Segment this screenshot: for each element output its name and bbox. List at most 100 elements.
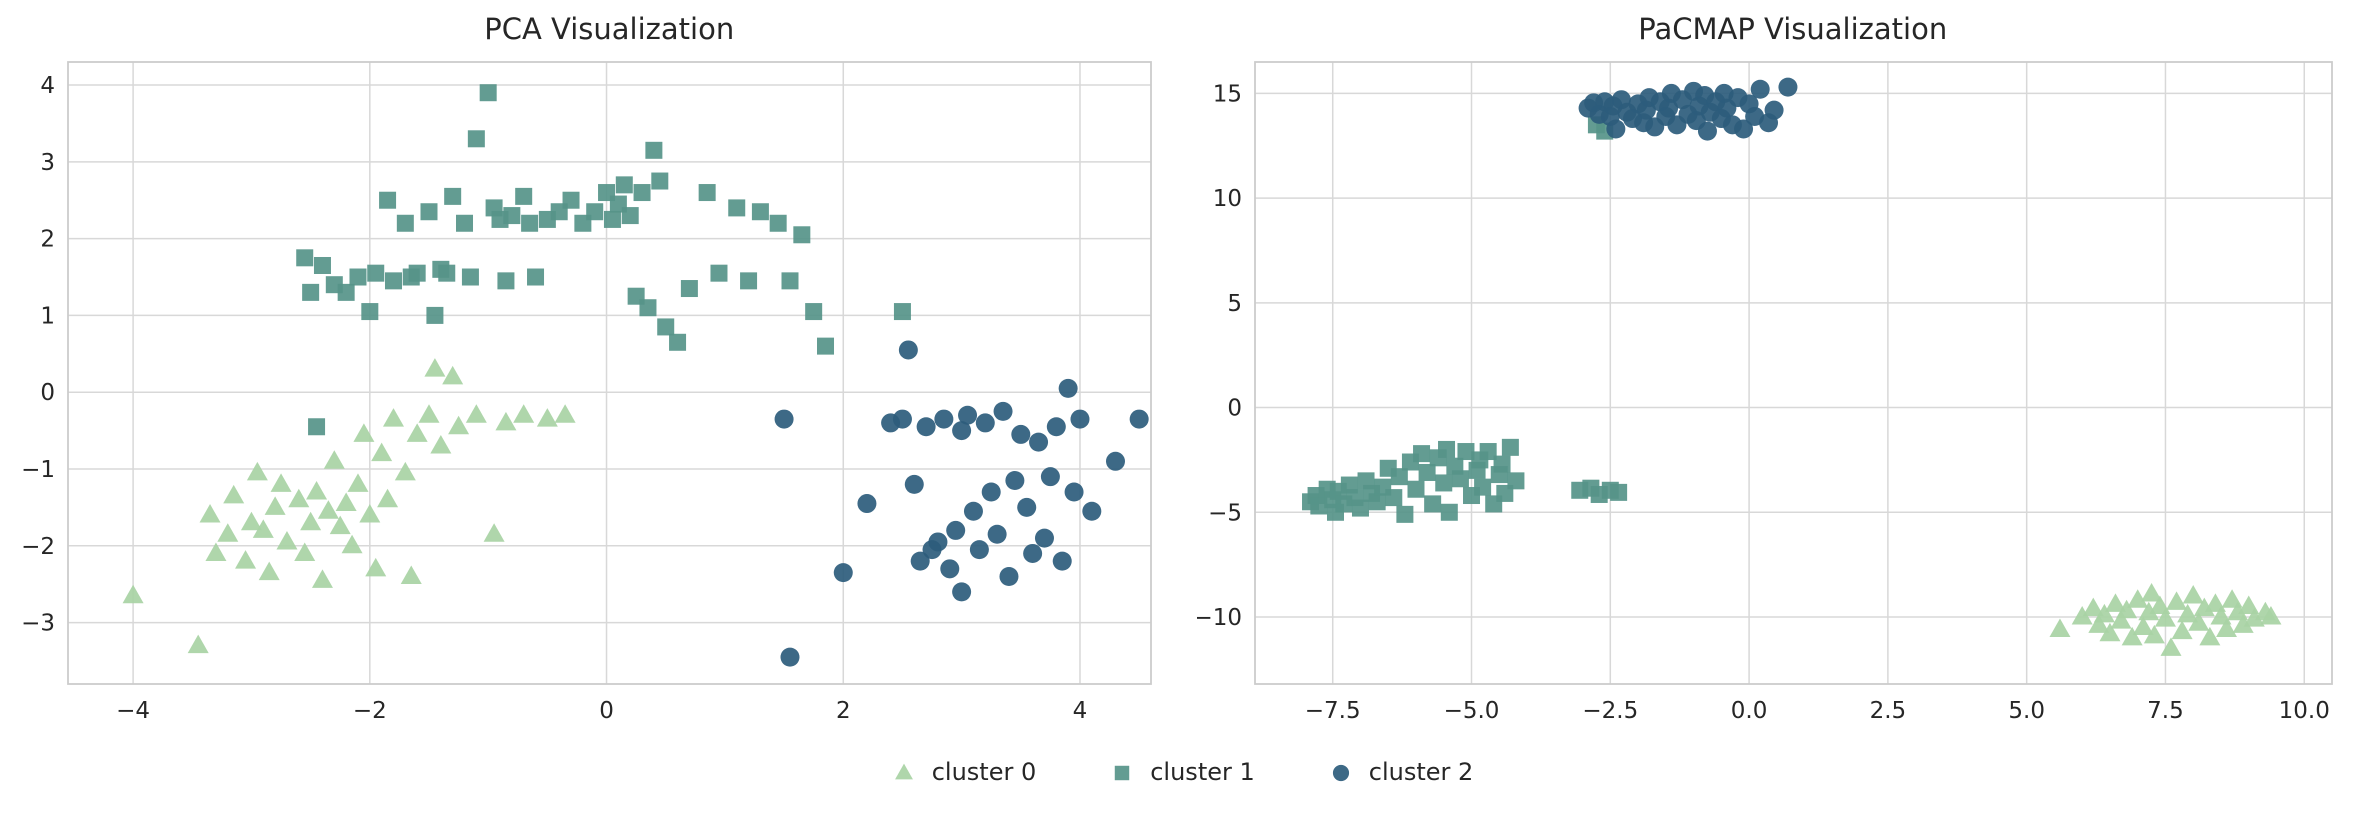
data-point-marker [313,256,331,274]
y-tick-label: 3 [40,150,55,176]
y-tick-label: 1 [40,303,55,329]
legend-label-cluster-1: cluster 1 [1150,757,1255,786]
data-point-marker [1082,501,1102,521]
data-point-marker [2048,618,2070,638]
data-point-marker [833,563,853,583]
data-point-marker [205,542,227,561]
data-point-marker [2087,614,2109,633]
data-point-marker [335,492,357,512]
data-point-marker [780,647,800,667]
data-point-marker [817,337,835,355]
data-point-marker [2198,626,2220,646]
data-point-marker [740,272,758,290]
data-point-marker [1011,424,1031,444]
data-point-marker [781,272,799,290]
data-point-marker [2143,624,2165,644]
data-point-marker [1040,467,1060,487]
pacmap-chart: PaCMAP Visualization −7.5 −5.0 −2.5 0.0 2.5 5… [1193,10,2348,736]
data-point-marker [2243,608,2265,627]
x-tick-label: 2 [836,698,851,724]
data-point-marker [554,404,576,423]
data-point-marker [805,303,823,321]
x-tick-label: 4 [1073,698,1088,724]
data-point-marker [993,401,1013,421]
data-point-marker [1658,98,1678,118]
data-point-marker [1697,121,1717,141]
data-point-marker [2221,589,2243,608]
legend-label-cluster-2: cluster 2 [1368,757,1474,786]
data-point-marker [349,268,367,286]
pca-plot-area: −4 −2 0 2 4 −3 −2 −1 0 1 2 3 4 [16,48,1167,736]
data-point-marker [1437,440,1455,458]
data-point-marker [217,523,239,542]
data-point-marker [774,409,794,429]
data-point-marker [1064,482,1084,502]
x-tick-label: −2 [353,698,387,724]
grid-lines [68,62,1151,684]
y-tick-label: 0 [40,380,55,406]
data-point-marker [199,504,221,523]
data-point-marker [329,515,351,535]
series-cluster-1 [296,84,911,436]
data-point-marker [2237,595,2259,615]
data-point-marker [1479,443,1497,461]
data-point-marker [657,318,675,336]
data-point-marker [240,511,262,531]
data-point-marker [2126,589,2148,608]
square-legend-glyph [1115,765,1130,780]
data-point-marker [562,191,580,209]
data-point-marker [317,500,339,519]
data-point-marker [1115,765,1130,780]
data-point-marker [1390,468,1408,486]
data-point-marker [442,365,464,385]
data-point-marker [461,268,479,286]
data-point-marker [235,550,257,569]
data-point-marker [306,481,328,500]
data-point-marker [2171,620,2193,640]
data-point-marker [1434,474,1452,492]
data-point-marker [394,461,416,481]
data-point-marker [1605,119,1625,139]
triangle-legend-glyph [894,763,913,779]
data-point-marker [384,272,402,290]
series-cluster-0 [2048,582,2281,656]
data-point-marker [495,411,517,431]
data-point-marker [698,184,716,202]
data-point-marker [2132,616,2154,635]
data-point-marker [426,306,444,324]
x-tick-label: −7.5 [1304,698,1360,724]
y-tick-label: −5 [1208,500,1242,526]
legend-item-cluster-1: cluster 1 [1108,758,1255,786]
scatter-plot-svg: −7.5 −5.0 −2.5 0.0 2.5 5.0 7.5 10.0 −10 −5 0 5 10 15 [1193,61,2333,724]
y-tick-label: 5 [1227,291,1242,317]
grid-lines [1254,62,2332,684]
data-point-marker [420,203,438,221]
data-point-marker [651,172,669,190]
data-point-marker [2098,622,2120,642]
data-point-marker [975,413,995,433]
data-point-marker [258,561,280,581]
data-point-marker [934,409,954,429]
data-point-marker [2137,601,2159,621]
data-point-marker [1473,478,1491,496]
data-point-marker [353,423,375,442]
data-point-marker [1309,497,1327,515]
data-point-marker [444,187,462,205]
data-point-marker [1418,463,1436,481]
data-point-marker [371,442,393,462]
data-point-marker [981,482,1001,502]
data-point-marker [270,473,292,492]
data-point-marker [288,488,310,508]
data-point-marker [603,210,621,228]
data-point-marker [1733,119,1753,139]
data-point-marker [467,130,485,148]
data-point-marker [1750,79,1770,99]
y-tick-label: −10 [1197,605,1242,631]
data-point-marker [424,358,446,377]
legend: cluster 0 cluster 1 cluster 2 [16,736,2347,817]
data-point-marker [2160,637,2182,656]
pacmap-plot-area: −7.5 −5.0 −2.5 0.0 2.5 5.0 7.5 10.0 −10 −5 0 5 10 15 [1193,48,2348,736]
data-point-marker [300,511,322,531]
data-point-marker [1406,480,1424,498]
